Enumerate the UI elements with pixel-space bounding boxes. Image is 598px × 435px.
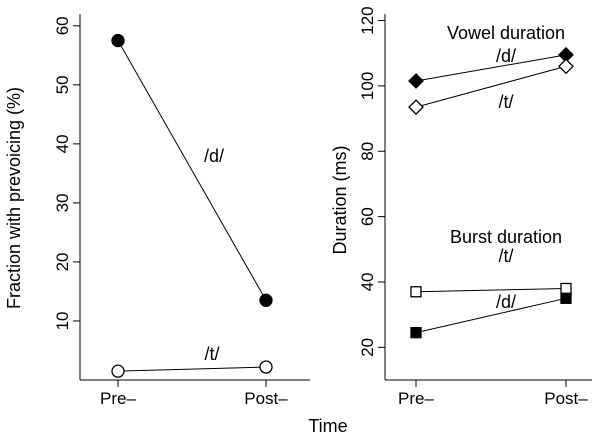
right-y-tick-label-60: 60 [358, 207, 377, 226]
right-series-burst-duration-t-line [415, 288, 567, 293]
right-annotation-burst-duration: Burst duration [450, 227, 562, 247]
left-y-axis-title: Fraction with prevoicing (%) [4, 87, 24, 309]
right-y-tick-label-20: 20 [358, 338, 377, 357]
right-series-vowel-duration-t-line [415, 65, 567, 108]
left-series-d-line [117, 40, 267, 301]
left-x-tick-label-0: Pre– [100, 389, 136, 408]
right-series-vowel-duration-t-point-1 [558, 58, 574, 75]
right-x-tick-label-0: Pre– [398, 389, 434, 408]
right-series-vowel-duration-t-label: /t/ [498, 92, 513, 112]
left-panel-prevoicing: 10 20 30 40 50 60 Pre– Post– Fraction with prevo… [4, 14, 310, 408]
left-series-t-label: /t/ [204, 344, 219, 364]
right-series-burst-duration-d-point-0 [410, 326, 422, 339]
right-series-vowel-duration-d-label: /d/ [496, 46, 516, 66]
left-series-d-point-1 [259, 293, 273, 307]
right-annotation-vowel-duration: Vowel duration [447, 23, 565, 43]
right-x-tick-label-1: Post– [544, 389, 588, 408]
left-series-t-point-1 [259, 360, 273, 374]
right-series-burst-duration-d-line [415, 297, 567, 334]
left-y-tick-label-10: 10 [53, 312, 72, 331]
left-y-tick-label-40: 40 [53, 134, 72, 153]
right-series-burst-duration-d-label: /d/ [496, 292, 516, 312]
right-y-axis-title: Duration (ms) [330, 145, 350, 254]
left-series-d-point-0 [111, 33, 125, 48]
left-y-tick-label-50: 50 [53, 75, 72, 94]
left-series-t-point-0 [111, 364, 125, 378]
right-series-burst-duration-t-point-1 [560, 282, 572, 295]
right-series-vowel-duration-d-line [415, 54, 567, 82]
left-series-t-line [117, 366, 267, 372]
right-y-tick-label-80: 80 [358, 142, 377, 161]
left-series-d-label: /d/ [204, 146, 224, 166]
right-panel-durations: 20 40 60 80 100 120 Pre– Post– Duration (ms) Vowe… [330, 6, 592, 408]
left-y-tick-label-30: 30 [53, 193, 72, 212]
right-series-vowel-duration-t-point-0 [408, 99, 424, 116]
right-series-burst-duration-d-point-1 [560, 292, 572, 304]
right-series-burst-duration-t-point-0 [410, 286, 422, 298]
left-x-tick-label-1: Post– [244, 389, 288, 408]
left-y-tick-label-20: 20 [53, 252, 72, 271]
right-y-tick-label-40: 40 [358, 273, 377, 292]
right-series-burst-duration-t-label: /t/ [498, 246, 513, 266]
right-series-vowel-duration-d-point-0 [408, 73, 424, 89]
right-y-tick-label-100: 100 [358, 72, 377, 100]
x-axis-title: Time [308, 416, 347, 435]
left-y-tick-label-60: 60 [53, 16, 72, 35]
right-y-tick-label-120: 120 [358, 6, 377, 34]
